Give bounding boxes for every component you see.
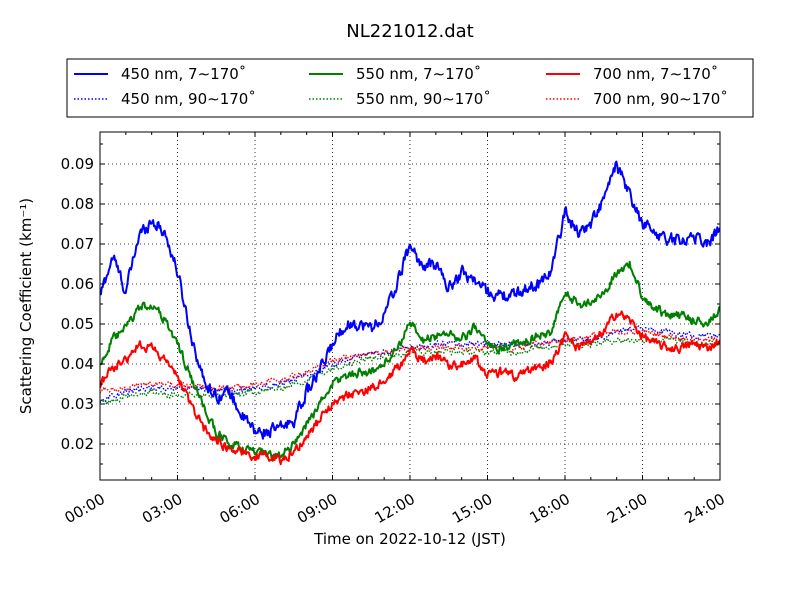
legend-frame — [66, 58, 754, 118]
legend-label-1: 450 nm, 90∼170˚ — [121, 90, 256, 108]
x-tick-label: 06:00 — [217, 490, 263, 527]
series-line-2 — [100, 260, 720, 462]
x-tick-label: 24:00 — [682, 490, 728, 527]
y-tick-label: 0.06 — [61, 275, 94, 293]
x-tick-label: 03:00 — [139, 490, 185, 527]
y-tick-label: 0.08 — [61, 195, 94, 213]
legend: 450 nm, 7∼170˚ 450 nm, 90∼170˚ 550 nm, 7∼1… — [66, 58, 754, 118]
y-tick-label: 0.03 — [61, 395, 94, 413]
series-line-0 — [100, 160, 720, 440]
plot-area — [100, 132, 720, 480]
legend-label-4: 700 nm, 7∼170˚ — [593, 65, 718, 83]
legend-label-0: 450 nm, 7∼170˚ — [121, 65, 246, 83]
y-tick-label: 0.07 — [61, 235, 94, 253]
y-axis-label: Scattering Coefficient (km⁻¹) — [17, 198, 35, 414]
x-tick-label: 12:00 — [372, 490, 418, 527]
legend-label-5: 700 nm, 90∼170˚ — [593, 90, 728, 108]
legend-entries: 450 nm, 7∼170˚ 450 nm, 90∼170˚ 550 nm, 7∼1… — [74, 65, 728, 108]
x-tick-label: 21:00 — [604, 490, 650, 527]
x-tick-label: 18:00 — [527, 490, 573, 527]
x-axis-label: Time on 2022-10-12 (JST) — [313, 530, 506, 548]
y-tick-label: 0.04 — [61, 355, 94, 373]
y-tick-label: 0.02 — [61, 435, 94, 453]
y-tick-label: 0.05 — [61, 315, 94, 333]
x-tick-label: 00:00 — [62, 490, 108, 527]
legend-label-2: 550 nm, 7∼170˚ — [356, 65, 481, 83]
series-layer — [100, 160, 720, 466]
y-tick-label: 0.09 — [61, 155, 94, 173]
legend-label-3: 550 nm, 90∼170˚ — [356, 90, 491, 108]
x-tick-label: 15:00 — [449, 490, 495, 527]
x-tick-label: 09:00 — [294, 490, 340, 527]
series-line-4 — [100, 310, 720, 466]
chart-title: NL221012.dat — [346, 21, 473, 42]
